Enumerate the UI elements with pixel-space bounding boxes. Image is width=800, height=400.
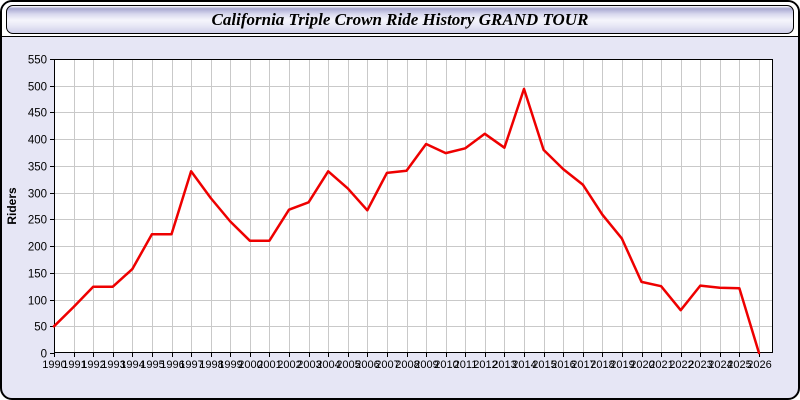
svg-text:2010: 2010	[434, 359, 458, 371]
svg-text:200: 200	[28, 242, 47, 254]
svg-text:2002: 2002	[277, 359, 301, 371]
svg-text:2004: 2004	[316, 359, 340, 371]
svg-text:2018: 2018	[590, 359, 614, 371]
svg-text:500: 500	[28, 82, 47, 94]
y-axis: 0 50 100 150 200 250 300 350 400 450 500 550	[28, 55, 54, 361]
svg-text:2014: 2014	[512, 359, 536, 371]
svg-text:1990: 1990	[42, 359, 66, 371]
svg-text:0: 0	[41, 349, 47, 361]
svg-text:2000: 2000	[238, 359, 262, 371]
svg-text:1993: 1993	[101, 359, 125, 371]
svg-text:150: 150	[28, 269, 47, 281]
svg-text:2016: 2016	[551, 359, 575, 371]
svg-text:2013: 2013	[492, 359, 516, 371]
svg-text:2001: 2001	[257, 359, 281, 371]
title-bar: California Triple Crown Ride History GRA…	[6, 5, 794, 34]
svg-text:2011: 2011	[454, 359, 478, 371]
svg-text:1999: 1999	[218, 359, 242, 371]
svg-text:450: 450	[28, 108, 47, 120]
svg-text:1995: 1995	[140, 359, 164, 371]
page-title: California Triple Crown Ride History GRA…	[211, 9, 589, 29]
svg-text:1997: 1997	[179, 359, 203, 371]
plot-background	[54, 59, 773, 353]
svg-text:100: 100	[28, 296, 47, 308]
svg-text:2003: 2003	[297, 359, 321, 371]
svg-text:2005: 2005	[336, 359, 360, 371]
y-axis-label: Riders	[5, 187, 19, 225]
ride-history-line	[52, 87, 761, 355]
svg-text:2021: 2021	[649, 359, 673, 371]
chart-svg: 0501001502002503003504004505005501990199…	[5, 55, 773, 371]
x-axis: 1990199119921993199419951996199719981999…	[42, 353, 772, 371]
svg-text:2023: 2023	[688, 359, 712, 371]
svg-text:1998: 1998	[199, 359, 223, 371]
title-bar-section: California Triple Crown Ride History GRA…	[2, 2, 798, 37]
svg-text:2007: 2007	[375, 359, 399, 371]
svg-text:2019: 2019	[610, 359, 634, 371]
svg-text:2024: 2024	[708, 359, 732, 371]
svg-text:1996: 1996	[160, 359, 184, 371]
svg-text:2009: 2009	[414, 359, 438, 371]
svg-text:2020: 2020	[630, 359, 654, 371]
svg-text:550: 550	[28, 55, 47, 67]
svg-text:2017: 2017	[571, 359, 595, 371]
svg-text:2006: 2006	[355, 359, 379, 371]
svg-text:2012: 2012	[473, 359, 497, 371]
svg-text:2025: 2025	[727, 359, 751, 371]
plot-border	[54, 59, 773, 353]
svg-text:250: 250	[28, 215, 47, 227]
svg-text:350: 350	[28, 162, 47, 174]
svg-text:300: 300	[28, 189, 47, 201]
svg-text:2022: 2022	[669, 359, 693, 371]
gridlines	[54, 59, 773, 353]
svg-text:1994: 1994	[120, 359, 144, 371]
svg-text:2015: 2015	[532, 359, 556, 371]
chart-area: 0 50 100 150 200 250 300 350 400 450 500 550 1990 199…	[2, 37, 798, 397]
svg-text:400: 400	[28, 135, 47, 147]
svg-text:1992: 1992	[81, 359, 105, 371]
svg-text:2008: 2008	[395, 359, 419, 371]
svg-text:2026: 2026	[747, 359, 771, 371]
svg-text:50: 50	[34, 322, 47, 334]
svg-text:1991: 1991	[62, 359, 86, 371]
